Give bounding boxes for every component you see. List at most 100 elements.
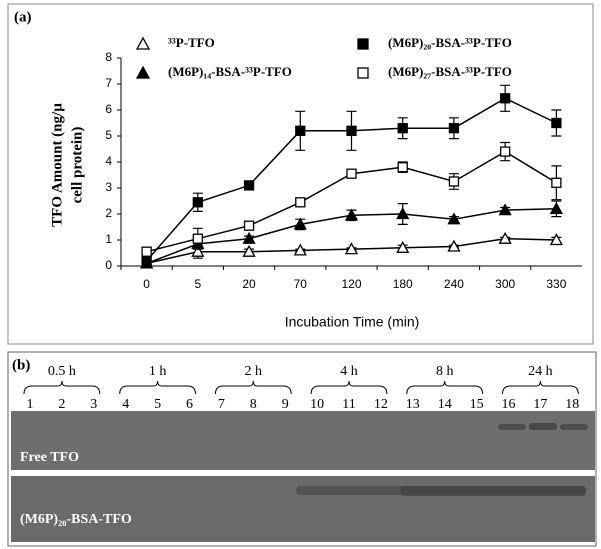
- marker: [447, 239, 461, 252]
- x-tick-label: 20: [242, 277, 256, 291]
- marker: [396, 207, 410, 220]
- marker: [551, 117, 562, 129]
- marker: [498, 231, 512, 244]
- y-tick-label: 8: [105, 50, 112, 64]
- x-tick-label: 120: [341, 277, 361, 291]
- x-tick-label: 70: [294, 277, 308, 291]
- marker: [500, 146, 511, 157]
- group-label: 4 h: [340, 364, 358, 379]
- marker: [549, 233, 563, 246]
- group-brace: [310, 380, 388, 395]
- y-tick-label: 4: [105, 154, 112, 168]
- marker: [346, 125, 357, 136]
- marker: [344, 242, 359, 255]
- marker: [346, 168, 357, 179]
- legend-label: (M6P)₂₇-BSA-³³P-TFO: [388, 64, 512, 79]
- lane-number: 5: [154, 397, 161, 412]
- x-tick-label: 5: [194, 277, 201, 291]
- marker: [192, 233, 203, 244]
- marker: [295, 197, 306, 208]
- row-label: (M6P)₂₀-BSA-TFO: [20, 512, 132, 527]
- y-tick-label: 1: [105, 232, 112, 246]
- group-label: 8 h: [436, 364, 454, 379]
- plot: 0 1 2 3 4 5 6 7 8 0 5 20 70 120 180 240 300 330 ³³P-TFO (M6…: [105, 35, 582, 291]
- group-label: 2 h: [245, 364, 263, 379]
- x-axis-title: Incubation Time (min): [285, 314, 420, 330]
- lane-number: 17: [533, 397, 547, 412]
- lane-number: 7: [218, 397, 225, 412]
- marker: [498, 203, 512, 216]
- y-tick-label: 3: [105, 180, 112, 194]
- lane-number: 4: [122, 397, 129, 412]
- gel-band: [498, 424, 526, 430]
- y-tick-label: 6: [105, 102, 112, 116]
- lane-number: 8: [250, 397, 257, 412]
- marker: [344, 208, 359, 221]
- group-brace: [214, 380, 292, 395]
- panel-a-frame: [7, 3, 594, 345]
- panel-label: (a): [14, 9, 32, 25]
- legend-label: ³³P-TFO: [168, 35, 215, 50]
- group-brace: [23, 380, 101, 395]
- marker: [396, 240, 410, 253]
- y-axis-title-line: TFO Amount (ng/µ: [49, 103, 65, 227]
- group-brace: [406, 380, 484, 395]
- lane-number: 15: [470, 397, 484, 412]
- marker: [243, 220, 255, 231]
- y-axis-title: TFO Amount (ng/µ cell protein): [49, 103, 85, 227]
- marker: [192, 197, 203, 208]
- marker: [293, 217, 307, 230]
- marker: [448, 123, 460, 134]
- marker: [141, 246, 152, 257]
- group-label: 1 h: [149, 364, 167, 379]
- marker: [242, 231, 256, 244]
- marker: [243, 180, 255, 191]
- marker: [551, 177, 562, 188]
- panel-label: (b): [12, 357, 30, 373]
- marker: [448, 176, 460, 187]
- gel-bands: [296, 423, 588, 496]
- marker: [293, 243, 307, 256]
- marker: [141, 255, 152, 266]
- x-tick-label: 330: [546, 277, 566, 291]
- lane-number: 14: [438, 397, 452, 412]
- lane-number: 6: [186, 397, 193, 412]
- lane-number: 3: [90, 397, 97, 412]
- marker: [135, 65, 151, 79]
- legend-label: (M6P)₁₄-BSA-³³P-TFO: [168, 64, 292, 79]
- y-tick-label: 5: [105, 128, 112, 142]
- group-label: 0.5 h: [48, 364, 76, 379]
- marker: [549, 201, 563, 214]
- lane-number: 16: [502, 397, 516, 412]
- x-tick-label: 300: [495, 277, 515, 291]
- marker: [242, 244, 256, 257]
- marker: [447, 212, 461, 225]
- row-label: Free TFO: [20, 450, 79, 465]
- marker: [191, 244, 205, 257]
- group-brace: [119, 380, 196, 395]
- x-tick-label: 180: [393, 277, 413, 291]
- group-label: 24 h: [528, 364, 553, 379]
- y-tick-label: 2: [105, 206, 112, 220]
- lane-number: 10: [310, 397, 324, 412]
- gel-band: [529, 423, 557, 430]
- lane-number: 1: [27, 397, 34, 412]
- lane-number: 2: [58, 397, 65, 412]
- gel-band: [400, 486, 586, 496]
- marker: [357, 38, 369, 50]
- marker: [397, 162, 408, 173]
- marker: [357, 67, 369, 79]
- x-tick-label: 0: [143, 277, 150, 291]
- y-tick-label: 0: [105, 258, 112, 272]
- lane-number: 13: [406, 397, 420, 412]
- y-axis-title-line: cell protein): [69, 127, 85, 204]
- marker: [135, 36, 151, 50]
- lane-number: 18: [565, 397, 579, 412]
- x-tick-label: 240: [444, 277, 464, 291]
- group-brace: [502, 380, 579, 395]
- marker: [295, 125, 306, 136]
- gel-strip: [11, 476, 595, 542]
